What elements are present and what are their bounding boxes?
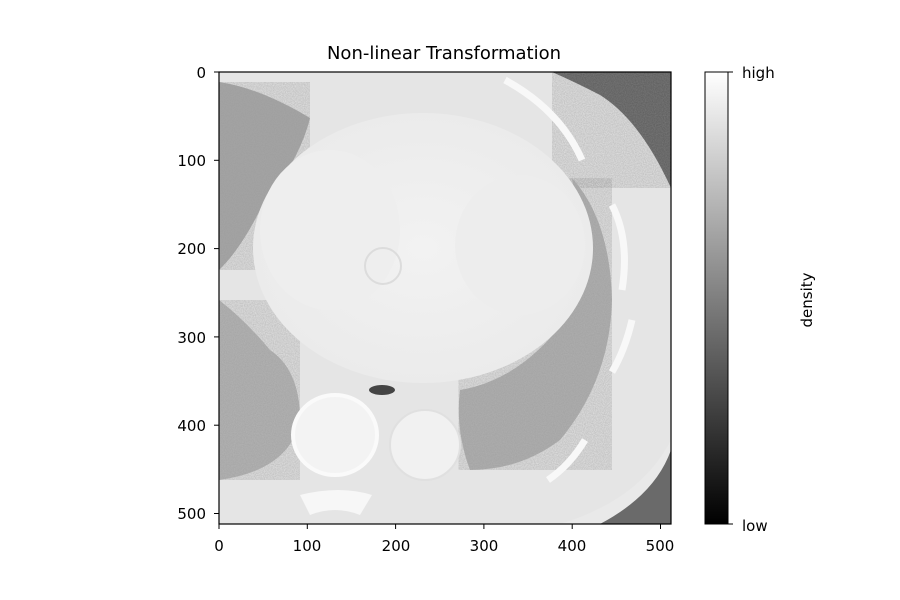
- colorbar-gradient: [704, 71, 729, 525]
- x-tick-label: 500: [646, 537, 675, 555]
- y-tick-label: 500: [177, 505, 206, 523]
- colorbar-low-label: low: [742, 517, 768, 535]
- image-axes-frame: [218, 71, 672, 525]
- chart-title: Non-linear Transformation: [327, 43, 561, 64]
- ct-image: [219, 72, 671, 524]
- x-tick-label: 100: [293, 537, 322, 555]
- y-axis: 0 100 200 300 400 500: [177, 64, 219, 523]
- x-axis: 0 100 200 300 400 500: [214, 524, 674, 555]
- colorbar: high low density: [704, 64, 816, 535]
- y-tick-label: 200: [177, 240, 206, 258]
- x-tick-label: 200: [382, 537, 411, 555]
- x-tick-label: 0: [214, 537, 224, 555]
- y-tick-label: 100: [177, 152, 206, 170]
- y-tick-label: 400: [177, 417, 206, 435]
- colorbar-axis-label: density: [798, 272, 816, 327]
- x-tick-label: 400: [558, 537, 587, 555]
- y-tick-label: 300: [177, 329, 206, 347]
- x-tick-label: 300: [470, 537, 499, 555]
- y-tick-label: 0: [196, 64, 206, 82]
- colorbar-high-label: high: [742, 64, 775, 82]
